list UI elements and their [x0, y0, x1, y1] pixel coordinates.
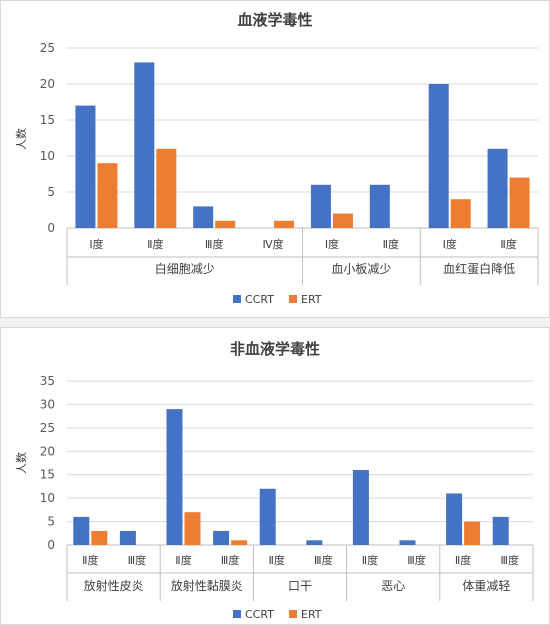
x-category-label: Ⅱ度: [500, 237, 516, 251]
bar-ert: [215, 220, 236, 228]
bar-ert: [450, 199, 471, 228]
x-category-label: Ⅲ度: [221, 553, 240, 567]
y-tick-label: 15: [40, 468, 55, 482]
legend-swatch-ert: [289, 295, 297, 303]
y-tick-label: 20: [40, 77, 55, 91]
bar-ccrt: [119, 530, 136, 545]
bar-ccrt: [352, 470, 369, 545]
bar-ert: [156, 148, 177, 228]
bar-ccrt: [259, 488, 276, 545]
bar-ert: [509, 177, 530, 228]
legend-swatch-ccrt: [233, 610, 241, 618]
bar-ccrt: [306, 540, 323, 545]
bar-ccrt: [166, 409, 183, 545]
x-group-label: 血红蛋白降低: [443, 261, 515, 276]
x-category-label: Ⅰ度: [443, 237, 457, 251]
x-category-label: Ⅱ度: [268, 553, 284, 567]
x-group-label: 放射性皮炎: [84, 578, 144, 593]
x-category-label: Ⅰ度: [325, 237, 339, 251]
x-category-label: Ⅱ度: [82, 553, 98, 567]
x-category-label: Ⅱ度: [362, 553, 378, 567]
bar-ccrt: [310, 184, 331, 228]
y-tick-label: 25: [40, 41, 55, 55]
legend-label-ccrt: CCRT: [245, 293, 274, 306]
bar-ccrt: [492, 516, 509, 545]
x-category-label: Ⅱ度: [175, 553, 191, 567]
legend-label-ccrt: CCRT: [245, 608, 274, 621]
bar-ert: [332, 213, 353, 228]
y-axis-label: 人数: [15, 128, 28, 150]
bar-ccrt: [446, 493, 463, 545]
x-category-label: Ⅲ度: [407, 553, 426, 567]
y-tick-label: 10: [40, 491, 55, 505]
bar-ccrt: [193, 206, 214, 228]
bar-ert: [464, 521, 481, 545]
y-tick-label: 5: [47, 185, 55, 199]
legend-label-ert: ERT: [301, 293, 322, 306]
x-group-label: 放射性黏膜炎: [171, 578, 243, 593]
non-hematologic-toxicity-chart-panel: 非血液学毒性人数 0 5 10 15 20 25 30 35 Ⅱ度 Ⅲ度 Ⅱ度 Ⅲ度 Ⅱ度 Ⅲ度 Ⅱ度 Ⅲ度 Ⅱ度…: [0, 327, 550, 625]
bar-ccrt: [75, 105, 96, 228]
y-axis-label: 人数: [15, 452, 28, 474]
bar-ert: [97, 163, 118, 228]
bar-ert: [231, 540, 248, 545]
x-category-label: Ⅲ度: [314, 553, 333, 567]
legend-swatch-ert: [289, 610, 297, 618]
x-category-label: Ⅱ度: [147, 237, 163, 251]
y-tick-label: 25: [40, 421, 55, 435]
bar-ert: [184, 512, 201, 545]
bar-ccrt: [73, 516, 90, 545]
x-group-label: 血小板减少: [331, 262, 391, 276]
bar-ccrt: [399, 540, 416, 545]
x-category-label: Ⅰ度: [89, 237, 103, 251]
chart-title: 非血液学毒性: [230, 340, 320, 358]
y-tick-label: 30: [40, 397, 55, 411]
hematologic-toxicity-chart-panel: 血液学毒性人数 0 5 10 15 20 25 Ⅰ度 Ⅱ度 Ⅲ度 Ⅳ度 Ⅰ度 Ⅱ度 Ⅰ度 Ⅱ度白细胞减少 血小…: [0, 0, 550, 318]
y-tick-label: 0: [47, 221, 55, 235]
y-tick-label: 15: [40, 113, 55, 127]
x-group-label: 口干: [288, 579, 312, 593]
y-tick-label: 0: [47, 538, 55, 552]
chart-title: 血液学毒性: [237, 11, 312, 29]
x-category-label: Ⅱ度: [455, 553, 471, 567]
x-group-label: 体重减轻: [462, 579, 510, 593]
bar-ert: [91, 530, 108, 545]
legend-swatch-ccrt: [233, 295, 241, 303]
x-group-label: 恶心: [381, 579, 405, 593]
y-tick-label: 5: [47, 515, 55, 529]
x-category-label: Ⅲ度: [500, 553, 519, 567]
bar-ert: [274, 220, 295, 228]
bar-ccrt: [369, 184, 390, 228]
y-tick-label: 35: [40, 374, 55, 388]
bar-ccrt: [134, 62, 155, 229]
x-category-label: Ⅱ度: [383, 237, 399, 251]
x-category-label: Ⅲ度: [205, 237, 224, 251]
y-tick-label: 20: [40, 444, 55, 458]
bar-ccrt: [428, 84, 449, 228]
x-category-label: Ⅳ度: [262, 237, 283, 251]
legend-label-ert: ERT: [301, 608, 322, 621]
y-tick-label: 10: [40, 149, 55, 163]
x-category-label: Ⅲ度: [128, 553, 147, 567]
x-group-label: 白细胞减少: [155, 261, 215, 276]
bar-ccrt: [487, 148, 508, 228]
bar-ccrt: [213, 530, 230, 545]
